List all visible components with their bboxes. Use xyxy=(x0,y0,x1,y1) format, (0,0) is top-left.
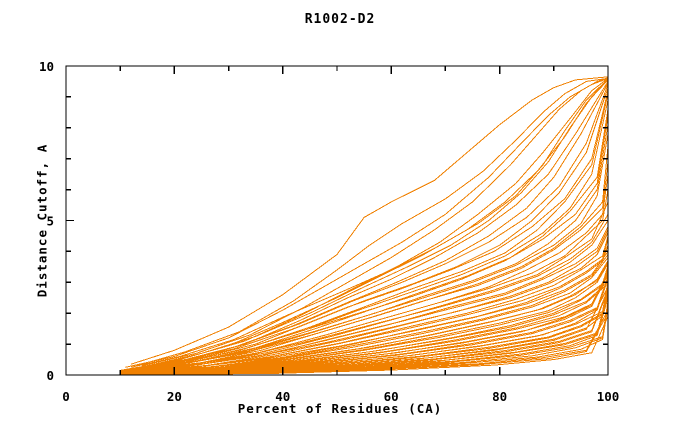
series-line xyxy=(125,257,609,374)
series-line xyxy=(147,78,609,367)
series-line xyxy=(125,265,609,374)
series-line xyxy=(125,133,609,371)
x-tick-label: 60 xyxy=(384,389,399,404)
series-line xyxy=(130,77,609,370)
x-tick-label: 80 xyxy=(492,389,507,404)
series-line xyxy=(120,251,609,374)
series-line xyxy=(130,174,609,372)
x-tick-label: 20 xyxy=(167,389,182,404)
series-line xyxy=(130,76,609,365)
series-line xyxy=(125,300,609,375)
x-axis-label: Percent of Residues (CA) xyxy=(237,401,443,416)
series-line xyxy=(120,115,609,372)
series-line xyxy=(141,87,609,369)
series-line xyxy=(120,294,609,375)
series-line xyxy=(130,84,609,370)
series-line xyxy=(125,238,609,373)
data-series-group xyxy=(120,76,609,375)
y-tick-label: 10 xyxy=(39,59,54,74)
series-line xyxy=(120,232,609,373)
axes-group xyxy=(65,65,609,376)
y-tick-label: 5 xyxy=(46,214,54,229)
series-line xyxy=(125,189,609,372)
series-line xyxy=(131,275,609,374)
series-line xyxy=(136,109,609,370)
series-line xyxy=(136,77,609,367)
series-line xyxy=(120,261,609,374)
y-tick-label: 0 xyxy=(46,368,54,383)
series-line xyxy=(125,283,609,375)
series-line xyxy=(120,90,609,371)
series-line xyxy=(130,124,609,371)
plot-frame xyxy=(65,65,609,376)
x-tick-label: 0 xyxy=(62,389,70,404)
series-line xyxy=(152,316,609,375)
tick-labels-group: 0 20 40 60 80 100 0 5 10 xyxy=(39,59,619,404)
series-line xyxy=(120,161,609,372)
series-line xyxy=(136,201,609,372)
x-tick-label: 40 xyxy=(275,389,290,404)
series-line xyxy=(136,146,609,371)
series-line xyxy=(136,266,609,374)
series-line xyxy=(125,77,609,368)
chart-title: R1002-D2 xyxy=(304,12,376,27)
series-line xyxy=(120,79,609,371)
series-line xyxy=(120,268,609,374)
series-line xyxy=(141,77,609,367)
series-line xyxy=(120,214,609,373)
series-line xyxy=(131,306,609,375)
series-line xyxy=(120,274,609,374)
x-tick-label: 100 xyxy=(597,389,620,404)
series-line xyxy=(120,286,609,375)
